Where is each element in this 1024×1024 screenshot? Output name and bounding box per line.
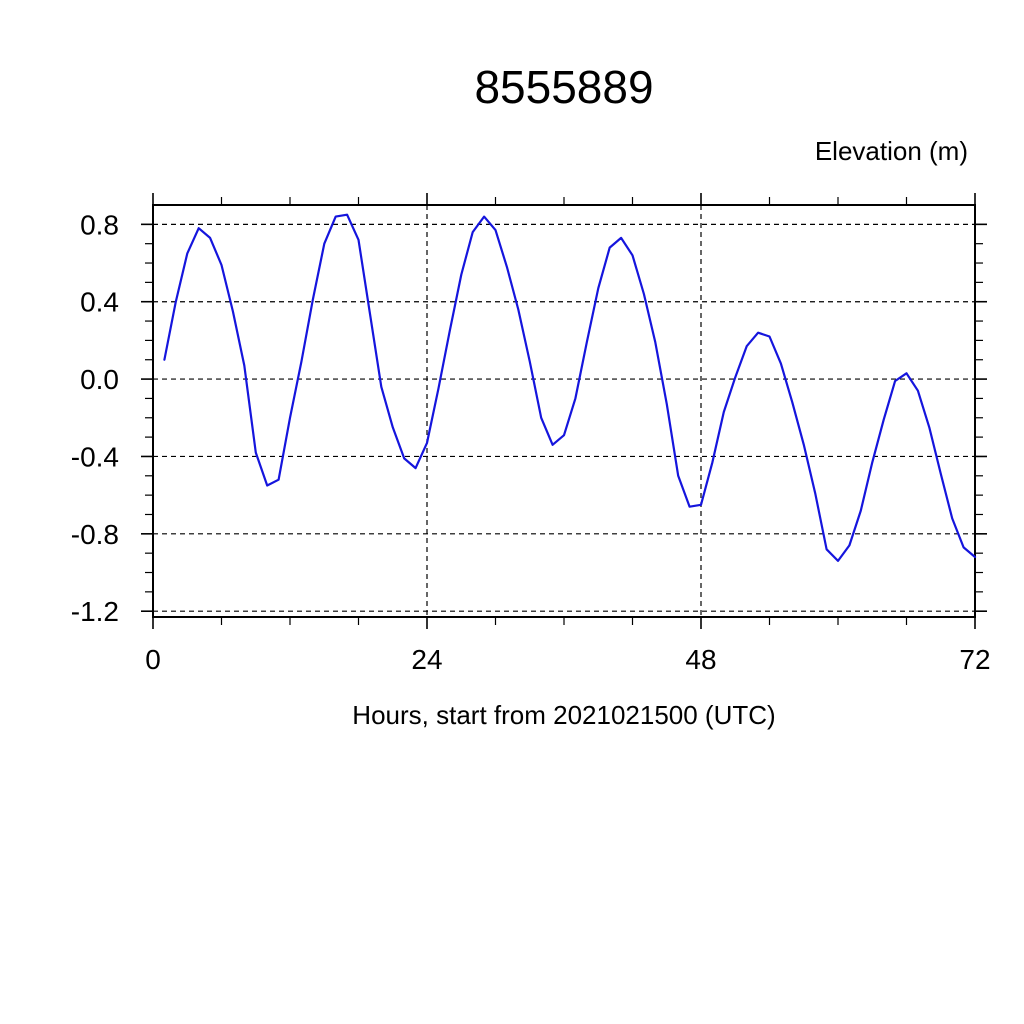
y-tick-label: 0.0 [80,364,119,395]
tick-labels: 0 24 48 72 0.8 0.4 0.0 -0.4 -0.8 -1.2 [71,209,991,675]
elevation-series-line [163,213,977,563]
x-tick-label: 48 [685,644,716,675]
plot-frame [152,204,976,618]
x-tick-label: 24 [411,644,442,675]
y-tick-label: -0.4 [71,441,119,472]
x-tick-label: 0 [145,644,161,675]
y-tick-label: 0.8 [80,209,119,240]
gridlines [153,205,975,617]
chart-title: 8555889 [474,61,654,113]
x-axis-title: Hours, start from 2021021500 (UTC) [352,700,776,730]
y-axis-title: Elevation (m) [814,136,968,166]
axis-ticks [141,193,987,629]
x-tick-label: 72 [959,644,990,675]
y-tick-label: 0.4 [80,287,119,318]
y-tick-label: -0.8 [71,519,119,550]
y-tick-label: -1.2 [71,596,119,627]
